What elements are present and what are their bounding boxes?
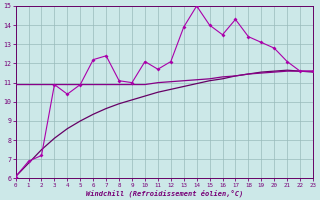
X-axis label: Windchill (Refroidissement éolien,°C): Windchill (Refroidissement éolien,°C) (86, 189, 243, 197)
